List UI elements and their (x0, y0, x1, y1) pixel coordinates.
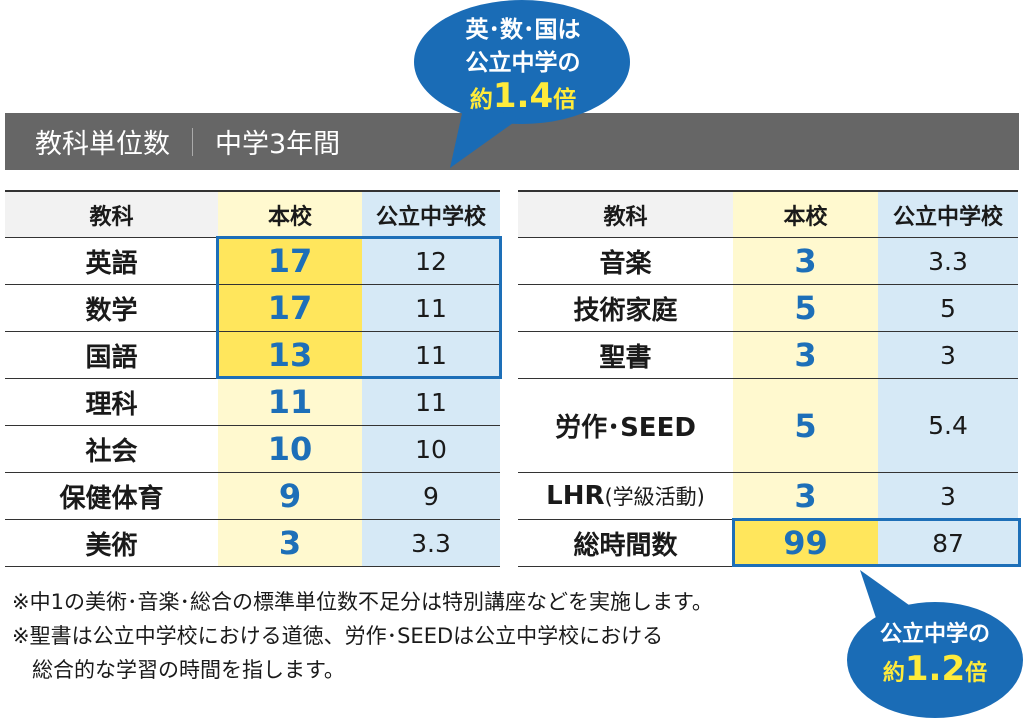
honko-value: 13 (218, 332, 362, 378)
subject-name: 技術家庭 (573, 295, 678, 326)
table-bottom-line (5, 566, 500, 567)
subject-cell: 英語 (5, 238, 218, 284)
ratio-suffix: 倍 (965, 661, 988, 686)
public-value: 5.4 (878, 379, 1018, 472)
public-value: 11 (362, 285, 500, 331)
subject-cell: 社会 (5, 426, 218, 472)
header-public: 公立中学校 (362, 192, 500, 237)
note-1: ※中1の美術･音楽･総合の標準単位数不足分は特別講座などを実施します。 (12, 590, 713, 614)
table-row: 聖書 3 3 (518, 331, 1018, 378)
table-row: 国語 13 11 (5, 331, 500, 378)
table-row: 総時間数 99 87 (518, 519, 1018, 566)
divider (192, 127, 193, 156)
public-value: 3 (878, 473, 1018, 519)
subject-name: 理科 (85, 389, 138, 420)
honko-value: 9 (218, 473, 362, 519)
note-3: 総合的な学習の時間を指します。 (32, 658, 345, 682)
table-row: 理科 11 11 (5, 378, 500, 425)
header-honko: 本校 (218, 192, 362, 237)
note-2: ※聖書は公立中学校における道徳、労作･SEEDは公立中学校における (12, 624, 664, 648)
subject-name: 社会 (85, 436, 138, 467)
header-public: 公立中学校 (878, 192, 1018, 237)
honko-value: 17 (218, 285, 362, 331)
table-row: 音楽 3 3.3 (518, 237, 1018, 284)
header-subject: 教科 (518, 192, 733, 237)
subtitle: 中学3年間 (215, 129, 341, 160)
public-value: 11 (362, 379, 500, 425)
left-table: 教科 本校 公立中学校 英語 17 12 数学 17 11 国語 13 11 理科 11 11 社会 10… (5, 190, 500, 567)
right-table: 教科 本校 公立中学校 音楽 3 3.3 技術家庭 5 5 聖書 3 3 労作･SEED 5 5.4 L… (518, 190, 1018, 567)
honko-value: 3 (733, 238, 878, 284)
table-row: 労作･SEED 5 5.4 (518, 378, 1018, 472)
ratio-value: 1.2 (904, 649, 966, 689)
subject-name: 国語 (85, 342, 138, 373)
bubble-top-ratio: 約1.4倍 (418, 79, 628, 117)
subject-cell: 美術 (5, 520, 218, 566)
subject-name: 音楽 (599, 248, 652, 279)
ratio-suffix: 倍 (553, 87, 577, 113)
public-value: 3 (878, 332, 1018, 378)
table-row: 社会 10 10 (5, 425, 500, 472)
public-value: 9 (362, 473, 500, 519)
bubble-bottom-shape (847, 570, 1023, 718)
table-header: 教科 本校 公立中学校 (5, 190, 500, 237)
public-value: 3.3 (362, 520, 500, 566)
honko-value: 3 (733, 332, 878, 378)
table-row: 保健体育 9 9 (5, 472, 500, 519)
bubble-bottom: 公立中学の 約1.2倍 (845, 618, 1024, 691)
honko-value: 99 (733, 520, 878, 566)
subject-cell: 総時間数 (518, 520, 733, 566)
header-honko: 本校 (733, 192, 878, 237)
public-value: 10 (362, 426, 500, 472)
subject-name: 労作･SEED (555, 413, 696, 443)
table-row: 技術家庭 5 5 (518, 284, 1018, 331)
honko-value: 3 (218, 520, 362, 566)
subject-name: LHR (546, 481, 605, 511)
honko-value: 5 (733, 379, 878, 472)
public-value: 3.3 (878, 238, 1018, 284)
ratio-value: 1.4 (492, 76, 554, 116)
subject-note: (学級活動) (604, 485, 705, 509)
bubble-top: 英･数･国は 公立中学の 約1.4倍 (418, 14, 628, 117)
public-value: 12 (362, 238, 500, 284)
subject-name: 保健体育 (59, 483, 164, 514)
subject-cell: 理科 (5, 379, 218, 425)
table-header: 教科 本校 公立中学校 (518, 190, 1018, 237)
subject-cell: 音楽 (518, 238, 733, 284)
bubble-top-shape (414, 0, 630, 168)
title: 教科単位数 (35, 129, 170, 160)
subject-name: 聖書 (599, 342, 652, 373)
subject-cell: 数学 (5, 285, 218, 331)
table-row: 数学 17 11 (5, 284, 500, 331)
public-value: 11 (362, 332, 500, 378)
bubble-bottom-line1: 公立中学の (879, 622, 990, 647)
table-row: 英語 17 12 (5, 237, 500, 284)
subject-cell: LHR (学級活動) (518, 473, 733, 519)
public-value: 87 (878, 520, 1018, 566)
subject-cell: 技術家庭 (518, 285, 733, 331)
bubble-top-line1: 英･数･国は (465, 17, 581, 43)
ratio-prefix: 約 (469, 87, 493, 113)
ratio-prefix: 約 (882, 661, 905, 686)
honko-value: 3 (733, 473, 878, 519)
subject-name: 英語 (85, 248, 138, 279)
subject-name: 総時間数 (573, 530, 678, 561)
honko-value: 10 (218, 426, 362, 472)
subject-cell: 保健体育 (5, 473, 218, 519)
subject-cell: 国語 (5, 332, 218, 378)
honko-value: 11 (218, 379, 362, 425)
honko-value: 17 (218, 238, 362, 284)
subject-name: 数学 (85, 295, 138, 326)
subject-cell: 労作･SEED (518, 379, 733, 472)
subject-cell: 聖書 (518, 332, 733, 378)
header-subject: 教科 (5, 192, 218, 237)
subject-name: 美術 (85, 530, 138, 561)
honko-value: 5 (733, 285, 878, 331)
bubble-bottom-ratio: 約1.2倍 (845, 652, 1024, 691)
table-row: 美術 3 3.3 (5, 519, 500, 566)
public-value: 5 (878, 285, 1018, 331)
table-row: LHR (学級活動) 3 3 (518, 472, 1018, 519)
bubble-top-line2: 公立中学の (465, 50, 581, 76)
